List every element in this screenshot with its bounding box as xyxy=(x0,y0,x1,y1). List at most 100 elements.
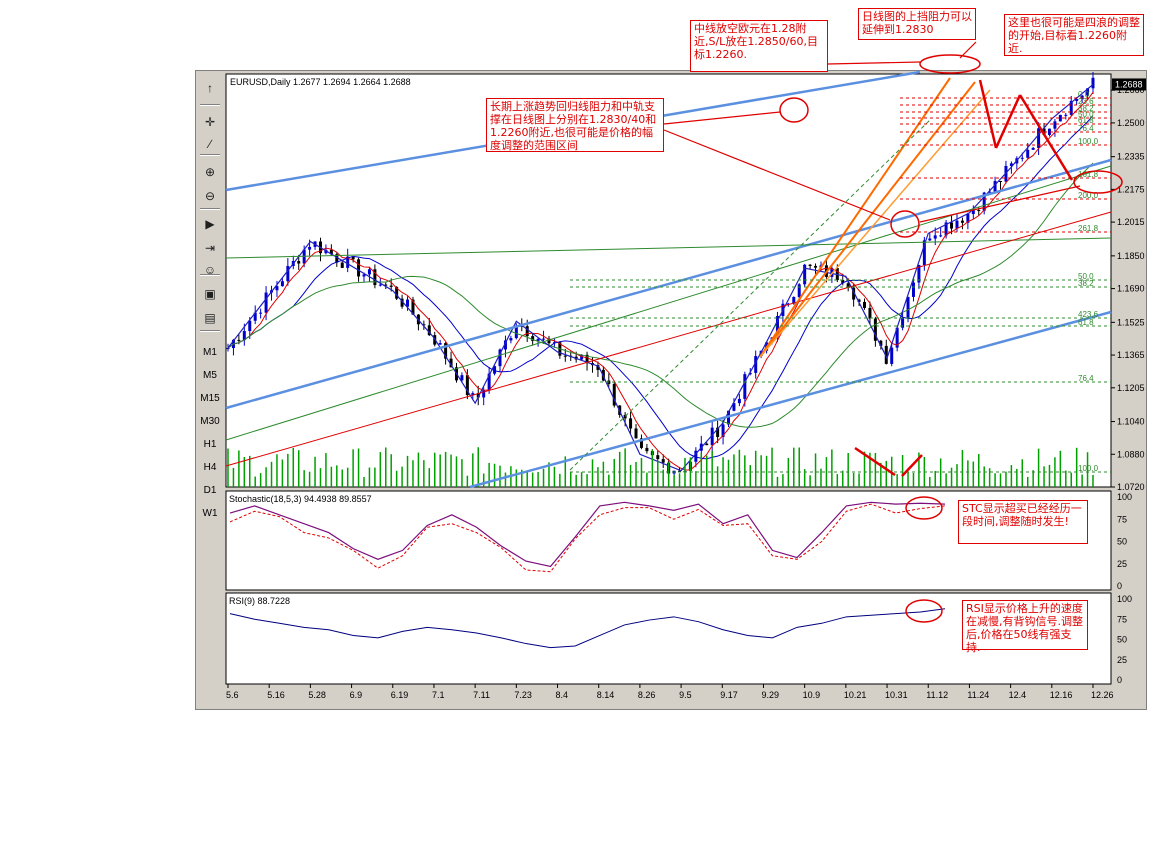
candle-body xyxy=(863,301,867,308)
timeframe-h4[interactable]: H4 xyxy=(203,461,217,473)
note-rsi: RSI显示价格上升的速度在减慢,有背钩信号.调整后,价格在50线有强支持. xyxy=(962,600,1088,654)
timeframe-m30[interactable]: M30 xyxy=(200,415,220,427)
candle-body xyxy=(498,349,502,367)
candle-body xyxy=(623,414,627,419)
candle-body xyxy=(661,459,665,463)
crosshair-icon[interactable]: ✛ xyxy=(204,115,216,129)
candle-body xyxy=(438,343,442,345)
candle-body xyxy=(384,284,388,286)
candle-body xyxy=(286,266,290,282)
line-icon[interactable]: ∕ xyxy=(208,137,211,151)
stochastic-axis-label: 25 xyxy=(1117,559,1127,569)
timeframe-h1[interactable]: H1 xyxy=(203,438,217,450)
toolbar-separator xyxy=(200,104,220,106)
timeframe-m5[interactable]: M5 xyxy=(203,369,217,381)
connector-line xyxy=(959,41,977,59)
autoscroll-icon[interactable]: ▶ xyxy=(205,217,215,231)
date-tick-label: 5.28 xyxy=(308,690,326,700)
candle-body xyxy=(803,264,807,285)
candle-body xyxy=(585,354,589,364)
highlight-ellipse xyxy=(919,54,981,74)
candle-body xyxy=(1086,88,1090,96)
candle-body xyxy=(808,264,812,266)
date-tick-label: 9.29 xyxy=(761,690,779,700)
last-price-label: 1.2688 xyxy=(1115,79,1143,89)
candle-body xyxy=(411,299,415,315)
candle-body xyxy=(460,375,464,381)
fib-upper-label: 23.6 xyxy=(1078,97,1094,106)
candle-body xyxy=(901,318,905,328)
date-tick-label: 7.11 xyxy=(473,690,490,700)
note-long-trend: 长期上涨趋势回归线阻力和中轨支撑在日线图上分别在1.2830/40和1.2260… xyxy=(486,98,664,152)
candle-body xyxy=(705,443,709,446)
candle-body xyxy=(444,343,448,359)
candle-body xyxy=(797,284,801,297)
connector-line xyxy=(663,111,781,125)
candle-body xyxy=(525,326,529,337)
date-tick-label: 10.31 xyxy=(885,690,908,700)
timeframe-m15[interactable]: M15 xyxy=(200,392,220,404)
candle-body xyxy=(999,180,1003,182)
projection-arrow xyxy=(901,454,923,477)
candle-body xyxy=(966,214,970,223)
template-icon[interactable]: ▣ xyxy=(204,287,216,301)
horizontal-resistance-line xyxy=(225,237,1112,259)
date-tick-label: 5.16 xyxy=(267,690,285,700)
candle-body xyxy=(547,338,551,344)
candle-body xyxy=(906,296,910,319)
candle-body xyxy=(955,220,959,229)
candle-body xyxy=(1026,149,1030,158)
fib-lower-label: 423.6 xyxy=(1078,310,1099,319)
toolbar-separator xyxy=(200,274,220,276)
candle-body xyxy=(389,285,393,287)
stochastic-axis-label: 0 xyxy=(1117,581,1122,591)
candle-body xyxy=(814,265,818,268)
timeframe-d1[interactable]: D1 xyxy=(203,484,217,496)
candle-body xyxy=(422,324,426,326)
fan-line-3 xyxy=(759,89,991,358)
candle-body xyxy=(357,259,361,277)
candle-body xyxy=(884,345,888,364)
chart-shift-icon[interactable]: ⇥ xyxy=(204,241,216,255)
channel-middle-line xyxy=(225,158,1112,410)
zoom-out-icon[interactable]: ⊖ xyxy=(204,189,216,203)
connector-line xyxy=(919,185,1081,223)
candle-body xyxy=(297,261,301,264)
rsi-line xyxy=(229,608,946,649)
candle-body xyxy=(737,398,741,404)
timeframe-m1[interactable]: M1 xyxy=(203,346,217,358)
candle-body xyxy=(775,316,779,338)
projection-arrow xyxy=(978,79,998,149)
price-tick-label: 1.1040 xyxy=(1117,417,1145,427)
last-price-box xyxy=(1112,78,1146,91)
candle-body xyxy=(634,428,638,439)
note-stc: STC显示超买已经经历一段时间,调整随时发生! xyxy=(958,500,1088,544)
date-tick-label: 9.17 xyxy=(720,690,738,700)
price-tick-label: 1.1365 xyxy=(1117,350,1145,360)
toolbar: ↑ ✛ ∕ ⊕ ⊖ ▶ ⇥ ☺ ▣ ▤ M1 M5 M15 M30 H1 H4 D1 W1 xyxy=(198,74,222,704)
properties-icon[interactable]: ▤ xyxy=(204,311,216,325)
candle-body xyxy=(449,358,453,368)
candle-body xyxy=(911,282,915,297)
candle-body xyxy=(400,298,404,307)
candle-body xyxy=(928,238,932,241)
fib-upper-label: 261.8 xyxy=(1078,224,1099,233)
candle-body xyxy=(656,455,660,460)
chart-header: EURUSD,Daily 1.2677 1.2694 1.2664 1.2688 xyxy=(230,77,411,87)
highlight-ellipse xyxy=(905,599,943,623)
candle-body xyxy=(933,235,937,239)
price-tick-label: 1.2335 xyxy=(1117,152,1145,162)
zoom-in-icon[interactable]: ⊕ xyxy=(204,165,216,179)
date-tick-label: 12.26 xyxy=(1091,690,1114,700)
timeframe-w1[interactable]: W1 xyxy=(202,507,218,519)
candle-body xyxy=(977,210,981,212)
candle-body xyxy=(514,325,518,339)
candle-body xyxy=(226,348,230,350)
fib-upper-label: 200.0 xyxy=(1078,191,1099,200)
price-tick-label: 1.1205 xyxy=(1117,383,1145,393)
channel-lower-line xyxy=(469,310,1112,489)
cursor-icon[interactable]: ↑ xyxy=(207,81,213,95)
candle-body xyxy=(939,235,943,237)
date-tick-label: 8.4 xyxy=(556,690,569,700)
expert-icon[interactable]: ☺ xyxy=(203,263,217,277)
